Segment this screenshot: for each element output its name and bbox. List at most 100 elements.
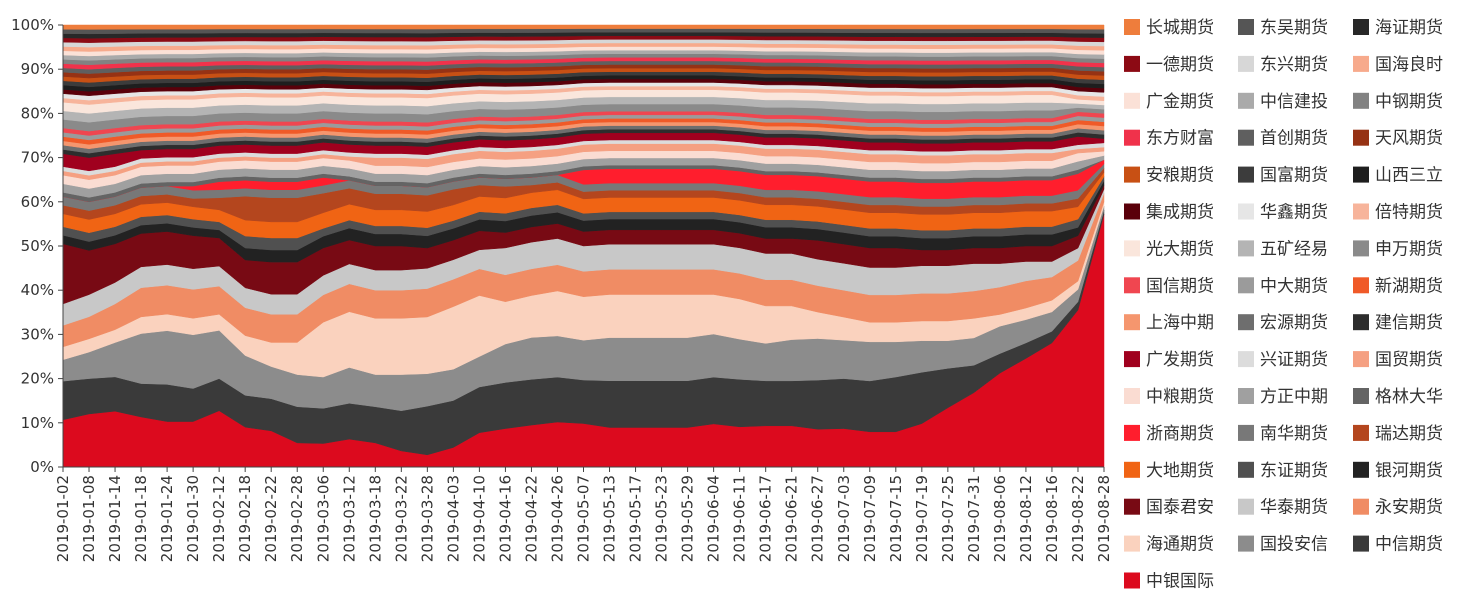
x-tick-label: 2019-07-31	[965, 475, 983, 562]
legend-label: 光大期货	[1146, 239, 1214, 259]
x-tick-label: 2019-05-13	[601, 475, 619, 562]
legend-swatch	[1353, 314, 1369, 331]
legend-label: 长城期货	[1146, 18, 1214, 38]
legend-swatch	[1353, 166, 1369, 183]
legend-label: 中钢期货	[1375, 92, 1443, 112]
y-axis: 0% 10% 20% 30% 40% 50% 60% 70% 80% 90% 100%	[11, 16, 64, 476]
x-tick-label: 2019-08-28	[1095, 475, 1113, 562]
x-tick-label: 2019-08-22	[1069, 475, 1087, 562]
legend-label: 宏源期货	[1260, 313, 1328, 333]
legend-swatch	[1124, 424, 1140, 441]
y-tick-label: 10%	[21, 414, 54, 432]
legend-swatch	[1353, 498, 1369, 515]
legend-swatch	[1353, 55, 1369, 72]
legend-label: 银河期货	[1375, 461, 1443, 481]
x-tick-label: 2019-05-07	[575, 475, 593, 562]
legend-label: 建信期货	[1375, 313, 1443, 333]
legend-swatch	[1353, 277, 1369, 294]
legend-label: 海通期货	[1146, 535, 1214, 555]
legend-swatch	[1353, 129, 1369, 146]
legend-label: 瑞达期货	[1375, 424, 1443, 444]
legend-label: 申万期货	[1375, 239, 1443, 259]
legend-swatch	[1238, 92, 1254, 109]
legend-swatch	[1353, 203, 1369, 220]
x-tick-label: 2019-02-22	[262, 475, 280, 562]
legend-label: 中信期货	[1375, 535, 1443, 555]
x-tick-label: 2019-06-17	[757, 475, 775, 562]
legend-label: 新湖期货	[1375, 276, 1443, 296]
legend-swatch	[1238, 314, 1254, 331]
area-layers	[62, 24, 1105, 468]
legend-label: 五矿经易	[1260, 239, 1328, 259]
legend-label: 国泰君安	[1146, 498, 1214, 518]
legend-label: 中信建投	[1260, 92, 1328, 112]
x-tick-label: 2019-08-12	[1017, 475, 1035, 562]
legend-label: 上海中期	[1146, 313, 1214, 333]
x-tick-label: 2019-01-18	[132, 475, 150, 562]
legend-swatch	[1238, 388, 1254, 404]
legend-swatch	[1238, 129, 1254, 146]
legend-label: 安粮期货	[1146, 166, 1214, 186]
x-tick-label: 2019-01-02	[54, 475, 72, 562]
legend-label: 国信期货	[1146, 276, 1214, 296]
x-axis: 2019-01-02 2019-01-08 2019-01-14 2019-01-18…	[54, 466, 1113, 562]
legend-label: 首创期货	[1260, 129, 1328, 149]
legend-label: 东兴期货	[1260, 55, 1328, 75]
legend-label: 大地期货	[1146, 461, 1214, 481]
legend-label: 一德期货	[1146, 55, 1214, 75]
legend-label: 东吴期货	[1260, 18, 1328, 38]
legend-swatch	[1124, 535, 1140, 552]
legend-swatch	[1238, 498, 1254, 515]
legend-swatch	[1238, 55, 1254, 72]
y-tick-label: 80%	[21, 104, 54, 122]
x-tick-label: 2019-05-29	[679, 475, 697, 562]
legend-label: 海证期货	[1375, 18, 1443, 38]
x-tick-label: 2019-01-30	[184, 475, 202, 562]
legend-label: 天风期货	[1375, 129, 1443, 149]
y-tick-label: 20%	[21, 370, 54, 388]
legend-label: 中粮期货	[1146, 387, 1214, 407]
x-tick-label: 2019-06-11	[731, 475, 749, 562]
legend-swatch	[1124, 277, 1140, 294]
legend-label: 永安期货	[1375, 498, 1443, 518]
legend-label: 国贸期货	[1375, 350, 1443, 370]
x-tick-label: 2019-02-28	[288, 475, 306, 562]
x-tick-label: 2019-05-17	[627, 475, 645, 562]
legend-label: 华鑫期货	[1260, 203, 1328, 223]
legend-swatch	[1124, 19, 1140, 35]
x-tick-label: 2019-01-14	[106, 475, 124, 562]
legend-swatch	[1124, 129, 1140, 146]
x-tick-label: 2019-07-03	[835, 475, 853, 562]
legend-label: 东方财富	[1146, 129, 1214, 149]
legend-swatch	[1124, 498, 1140, 515]
x-tick-label: 2019-07-09	[861, 475, 879, 562]
legend-swatch	[1238, 203, 1254, 220]
x-tick-label: 2019-04-03	[444, 475, 462, 562]
x-tick-label: 2019-03-22	[392, 475, 410, 562]
legend-label: 中大期货	[1260, 276, 1328, 296]
x-tick-label: 2019-04-26	[548, 475, 566, 562]
legend-swatch	[1124, 166, 1140, 183]
x-tick-label: 2019-04-16	[496, 475, 514, 562]
x-tick-label: 2019-05-23	[653, 475, 671, 562]
legend-swatch	[1238, 461, 1254, 478]
y-tick-label: 100%	[11, 16, 54, 34]
x-tick-label: 2019-07-15	[887, 475, 905, 562]
y-tick-label: 70%	[21, 149, 54, 167]
legend-swatch	[1124, 314, 1140, 331]
legend-label: 国投安信	[1260, 535, 1328, 555]
y-tick-label: 50%	[21, 237, 54, 255]
legend-label: 兴证期货	[1260, 350, 1328, 370]
y-tick-label: 60%	[21, 193, 54, 211]
legend-swatch	[1353, 19, 1369, 35]
legend-label: 华泰期货	[1260, 498, 1328, 518]
x-tick-label: 2019-08-16	[1043, 475, 1061, 562]
legend-label: 倍特期货	[1375, 203, 1443, 223]
legend-swatch	[1124, 461, 1140, 478]
x-tick-label: 2019-07-25	[939, 475, 957, 562]
legend-swatch	[1353, 240, 1369, 257]
legend-swatch	[1353, 351, 1369, 368]
legend-swatch	[1353, 388, 1369, 404]
